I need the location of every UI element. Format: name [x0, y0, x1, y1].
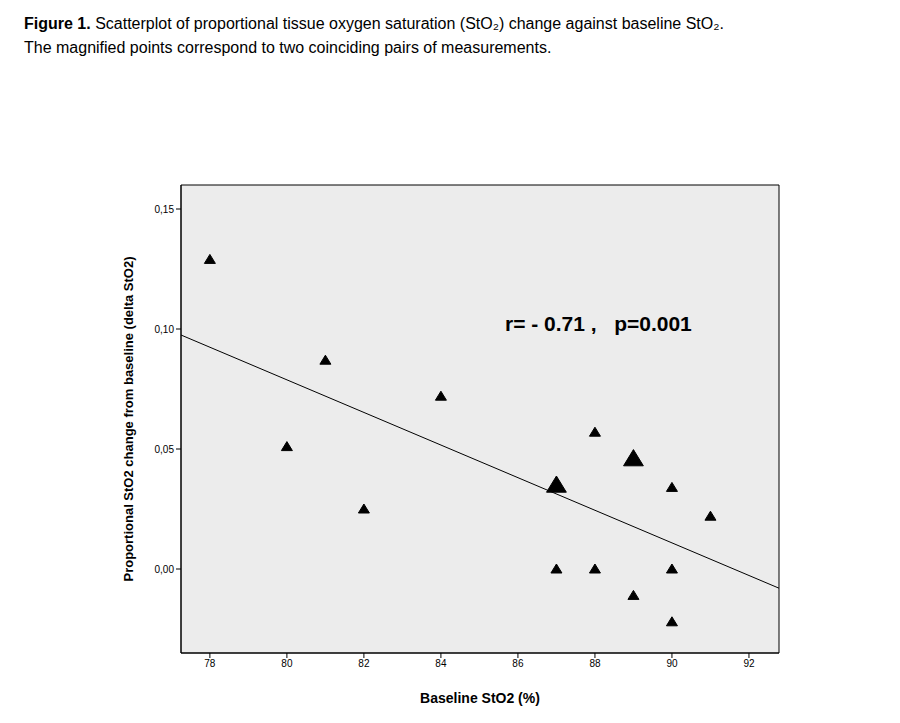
svg-text:80: 80 [281, 658, 293, 669]
svg-text:Baseline StO2 (%): Baseline StO2 (%) [420, 690, 540, 706]
svg-text:0,05: 0,05 [155, 444, 175, 455]
svg-text:92: 92 [743, 658, 755, 669]
svg-text:0,00: 0,00 [155, 564, 175, 575]
svg-text:Proportional StO2 change from: Proportional StO2 change from baseline (… [121, 256, 136, 581]
svg-text:0,10: 0,10 [155, 324, 175, 335]
html-text:The magnified points correspon: The magnified points correspond to two c… [24, 39, 552, 56]
svg-text:78: 78 [204, 658, 216, 669]
svg-text:84: 84 [435, 658, 447, 669]
svg-text:0,15: 0,15 [155, 204, 175, 215]
svg-text:88: 88 [589, 658, 601, 669]
svg-text:86: 86 [512, 658, 524, 669]
html-text:r= - 0.71 , p=0.001: r= - 0.71 , p=0.001 [505, 312, 692, 335]
svg-text:82: 82 [358, 658, 370, 669]
svg-text:90: 90 [666, 658, 678, 669]
html-text:Figure 1. Scatterplot of propo: Figure 1. Scatterplot of proportional ti… [24, 15, 724, 32]
